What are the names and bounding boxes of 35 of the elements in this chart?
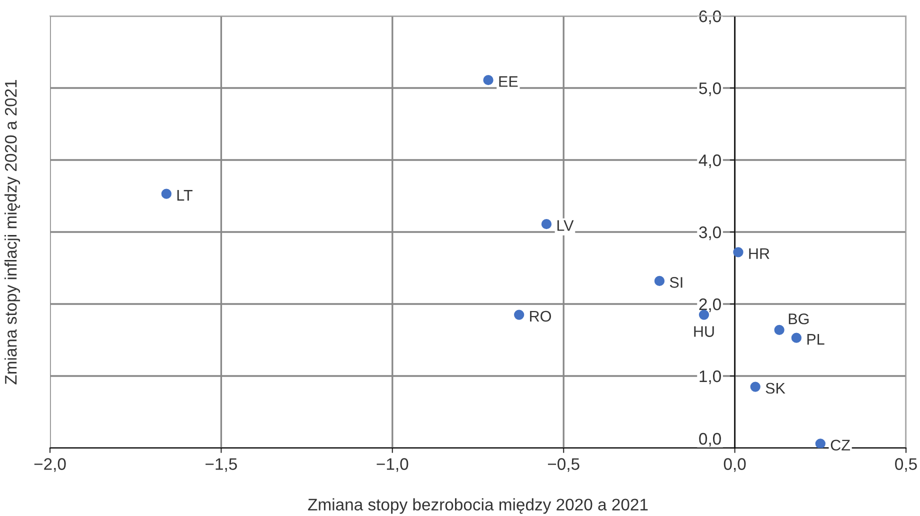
annotation: PL [807,334,824,345]
y-tick-label: 2,0 [699,298,721,312]
point [774,324,784,336]
point [541,218,552,230]
point [483,74,494,86]
x-tick-label: −1,0 [376,458,408,472]
point [654,276,665,286]
annotation: CZ [830,440,850,451]
annotation: HR [749,248,770,259]
annotation: SI [670,277,682,288]
x-tick-label: −1,5 [206,458,237,472]
point [514,310,524,320]
point [791,332,802,343]
y-tick-label: 1,0 [700,370,721,384]
x-axis-title: Zmiana stopy bezrobocia między 2020 a 2021 [308,498,648,514]
x-tick-label: −0,5 [548,458,580,472]
annotation: EE [499,76,518,87]
annotation: RO [530,310,551,322]
annotation: BG [788,313,809,324]
annotation: HU [694,326,714,337]
y-tick-label: 0,0 [699,432,721,447]
x-tick-label: −2,0 [34,458,66,472]
y-tick-label: 3,0 [699,226,721,240]
y-axis-title: Zmiana stopy inflacji między 2020 a 2021 [4,80,20,384]
annotation: LT [177,190,192,201]
point [815,438,826,448]
annotation: SK [766,382,786,394]
x-tick-label: 0,5 [895,458,917,472]
annotation: LV [557,220,574,231]
x-tick-label: 0,0 [724,458,746,472]
point [161,188,172,199]
y-tick-label: 5,0 [699,82,721,96]
y-tick-label: 4,0 [698,154,721,168]
point [750,382,760,392]
point [733,247,744,258]
